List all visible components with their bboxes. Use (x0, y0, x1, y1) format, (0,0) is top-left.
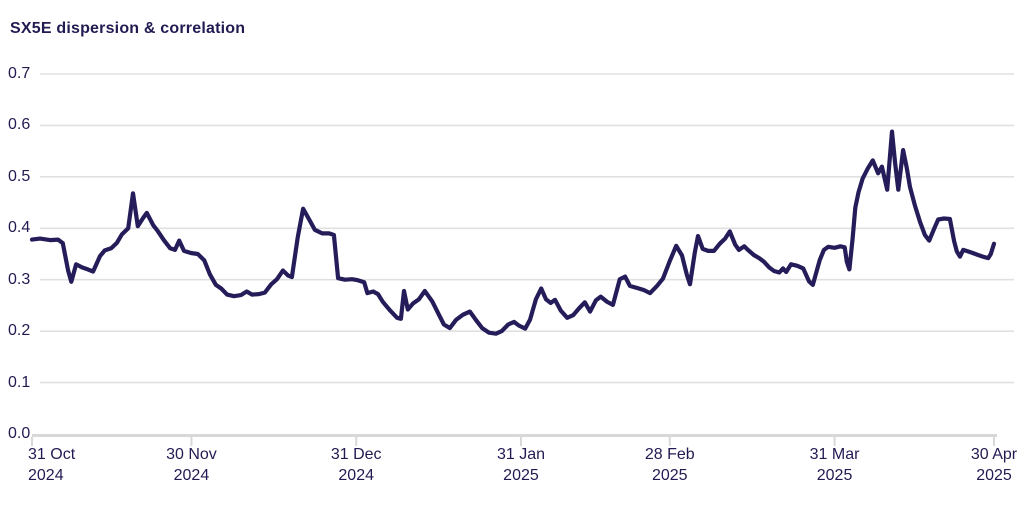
series-line-sx5e-dispersion-correlation (29, 129, 997, 336)
y-tick-label: 0.0 (8, 425, 31, 442)
chart-title: SX5E dispersion & correlation (10, 20, 246, 37)
x-tick-label: 31 Oct 2024 (28, 446, 76, 484)
y-tick-label: 0.7 (8, 65, 31, 82)
x-tick-label: 30 Apr 2025 (970, 446, 1018, 484)
x-tick-label: 30 Nov 2024 (166, 446, 217, 484)
x-tick-label: 31 Dec 2024 (330, 446, 382, 484)
y-tick-label: 0.6 (8, 116, 31, 134)
y-tick-label: 0.2 (8, 322, 31, 340)
x-tick-label: 31 Jan 2025 (496, 446, 545, 484)
x-tick-label: 31 Mar 2025 (809, 446, 860, 484)
y-tick-label: 0.4 (8, 219, 31, 237)
y-tick-label: 0.5 (8, 167, 31, 185)
x-tick-label: 28 Feb 2025 (644, 446, 695, 484)
y-tick-label: 0.1 (8, 373, 31, 391)
y-tick-label: 0.3 (8, 270, 31, 288)
